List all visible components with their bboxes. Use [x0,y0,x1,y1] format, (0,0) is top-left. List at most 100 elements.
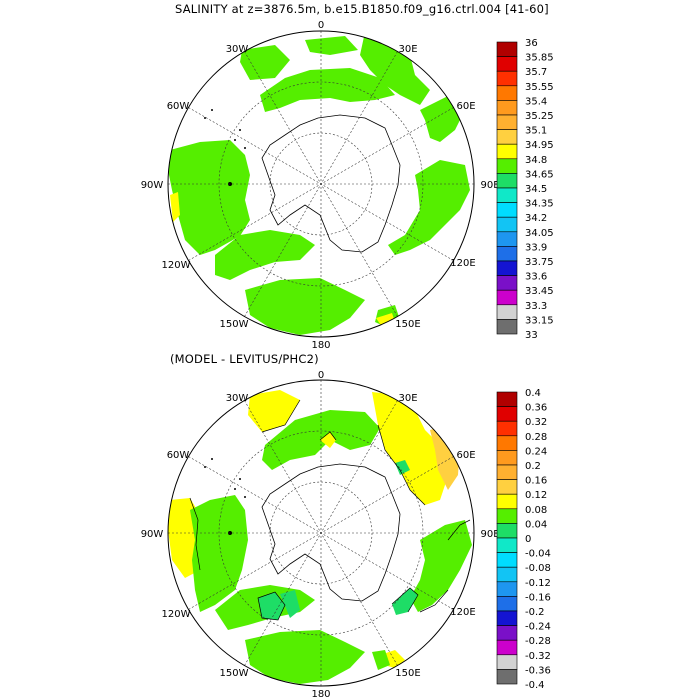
top-colorbar-swatch [496,216,518,233]
bottom-colorbar-swatch [496,450,518,466]
bottom-colorbar-label: 0 [525,534,531,545]
bottom-colorbar-label: 0.36 [525,403,547,414]
bottom-colorbar-swatch [496,435,518,451]
top-lon-30e: 30E [398,44,417,55]
bottom-colorbar-swatch [496,654,518,670]
bottom-colorbar-label: -0.24 [525,622,551,633]
bottom-colorbar-swatch [496,391,518,407]
bottom-colorbar-label: -0.08 [525,563,551,574]
top-colorbar-label: 34.2 [525,213,547,224]
top-colorbar-swatch [496,173,518,189]
bottom-colorbar-swatch [496,420,518,437]
bottom-colorbar-label: -0.2 [525,607,545,618]
top-colorbar-swatch [496,187,518,203]
bottom-colorbar-label: 0.24 [525,446,547,457]
bottom-colorbar-label: 0.32 [525,417,547,428]
bottom-colorbar-swatch [496,552,518,568]
bottom-colorbar-label: 0.28 [525,432,547,443]
bottom-colorbar-label: -0.04 [525,549,551,560]
bottom-colorbar-swatch [496,596,518,612]
bottom-colorbar-label: 0.12 [525,490,547,501]
top-polar-map: 0 30E 60E 90E 120E 150E 180 150W 120W 90… [141,20,500,351]
bottom-colorbar-swatch [496,610,518,626]
top-colorbar: 36 35.85 35.7 35.55 35.4 35.25 35.1 34.95 34.8 34… [496,38,554,341]
bottom-colorbar-swatch [496,479,518,495]
bottom-lon-30w: 30W [226,393,249,404]
top-colorbar-label: 33.6 [525,272,547,283]
top-colorbar-swatch [496,260,518,276]
bottom-colorbar-swatch [496,493,518,510]
top-colorbar-label: 33.15 [525,315,554,326]
bottom-colorbar-label: -0.12 [525,578,551,589]
top-colorbar-label: 35.85 [525,53,554,64]
top-colorbar-label: 35.25 [525,111,554,122]
top-colorbar-swatch [496,100,518,116]
top-colorbar-swatch [496,143,518,160]
top-colorbar-swatch [496,202,518,218]
bottom-lon-180: 180 [311,689,330,700]
top-colorbar-swatch [496,231,518,247]
top-lon-150w: 150W [220,319,249,330]
top-colorbar-label: 33.45 [525,286,554,297]
bottom-colorbar-swatch [496,406,518,422]
top-colorbar-label: 33.9 [525,242,547,253]
bottom-lon-150e: 150E [395,668,420,679]
bottom-colorbar-label: 0.4 [525,388,541,399]
top-colorbar-label: 34.8 [525,155,547,166]
bottom-polar-map: 0 30E 60E 90E 120E 150E 180 150W 120W 90… [141,370,500,700]
bottom-colorbar-swatch [496,669,518,685]
top-colorbar-label: 33.75 [525,257,554,268]
top-lon-0: 0 [318,20,324,31]
top-colorbar-swatch [496,158,518,174]
top-colorbar-swatch [496,246,518,262]
top-colorbar-swatch [496,85,518,101]
top-lon-30w: 30W [226,44,249,55]
bottom-lon-120e: 120E [450,607,475,618]
top-lon-90w: 90W [141,180,164,191]
bottom-colorbar-label: 0.04 [525,519,547,530]
top-colorbar-label: 35.1 [525,126,547,137]
top-lon-150e: 150E [395,319,420,330]
top-colorbar-swatch [496,129,518,145]
top-colorbar-swatch [496,41,518,57]
top-colorbar-swatch [496,114,518,130]
bottom-colorbar-swatch [496,464,518,480]
top-colorbar-label: 35.7 [525,67,547,78]
bottom-colorbar-swatch [496,625,518,641]
top-colorbar-swatch [496,56,518,72]
bottom-colorbar-label: 0.16 [525,476,547,487]
bottom-colorbar-swatch [496,581,518,597]
bottom-colorbar-swatch [496,523,518,539]
bottom-lon-90w: 90W [141,529,164,540]
top-colorbar-label: 33 [525,330,538,341]
bottom-lon-30e: 30E [398,393,417,404]
bottom-lon-0: 0 [318,370,324,381]
bottom-lon-60e: 60E [456,450,475,461]
bottom-colorbar-label: -0.16 [525,592,551,603]
bottom-lon-60w: 60W [167,450,190,461]
top-colorbar-swatch [496,275,518,291]
top-colorbar-label: 34.65 [525,169,554,180]
top-colorbar-swatch [496,70,518,87]
top-colorbar-swatch [496,289,518,306]
top-salinity-fields [168,32,470,335]
bottom-colorbar: 0.4 0.36 0.32 0.28 0.24 0.2 0.16 0.12 0.08 0.04 0 -… [496,388,551,691]
top-colorbar-label: 34.95 [525,140,554,151]
top-lon-90e: 90E [480,180,499,191]
top-colorbar-label: 34.35 [525,199,554,210]
bottom-colorbar-label: -0.28 [525,636,551,647]
bottom-colorbar-swatch [496,537,518,553]
bottom-colorbar-label: -0.36 [525,665,551,676]
bottom-colorbar-label: 0.2 [525,461,541,472]
top-colorbar-label: 35.4 [525,96,547,107]
top-lon-60e: 60E [456,101,475,112]
top-colorbar-swatch [496,304,518,320]
bottom-colorbar-label: 0.08 [525,505,547,516]
bottom-lon-150w: 150W [220,668,249,679]
bottom-lon-90e: 90E [480,529,499,540]
top-colorbar-label: 34.05 [525,228,554,239]
top-colorbar-label: 35.55 [525,82,554,93]
bottom-colorbar-label: -0.32 [525,651,551,662]
bottom-lon-120w: 120W [162,609,191,620]
